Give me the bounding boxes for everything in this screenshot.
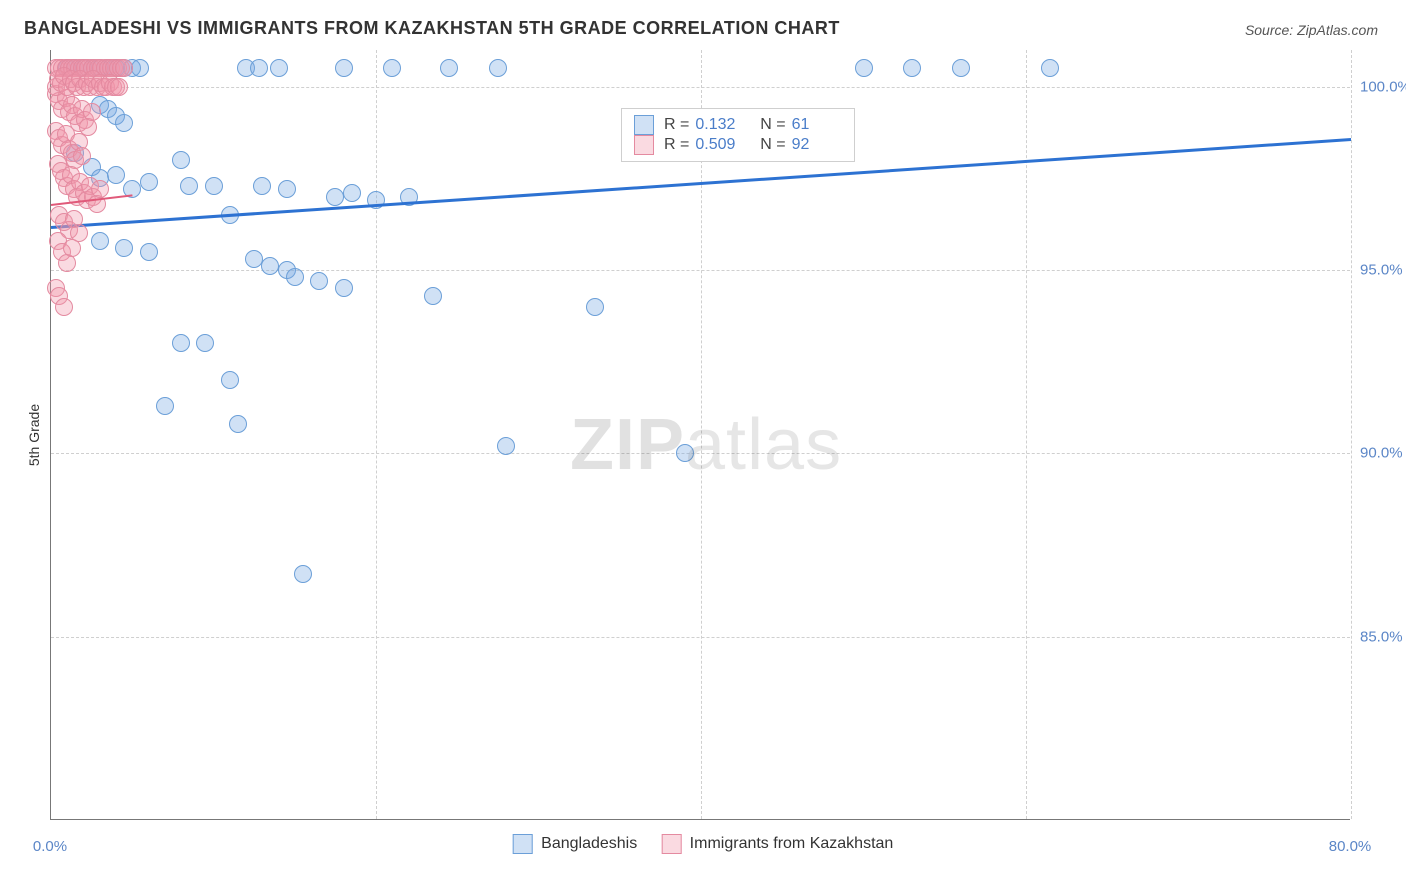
scatter-point-kazakhstan (83, 103, 101, 121)
legend-stats-row: R = 0.132 N = 61 (634, 115, 842, 135)
scatter-point-bangladeshis (489, 59, 507, 77)
scatter-point-bangladeshis (343, 184, 361, 202)
y-tick-label: 95.0% (1360, 262, 1403, 279)
stat-n-label: N = (751, 136, 785, 154)
stat-r-value: 0.132 (695, 116, 745, 134)
y-axis-label: 5th Grade (26, 404, 42, 466)
stat-r-value: 0.509 (695, 136, 745, 154)
scatter-point-bangladeshis (586, 298, 604, 316)
scatter-point-bangladeshis (250, 59, 268, 77)
scatter-point-bangladeshis (180, 177, 198, 195)
legend-stats-box: R = 0.132 N = 61R = 0.509 N = 92 (621, 108, 855, 162)
scatter-point-bangladeshis (440, 59, 458, 77)
legend-swatch (634, 115, 654, 135)
scatter-point-bangladeshis (196, 334, 214, 352)
scatter-point-kazakhstan (63, 239, 81, 257)
stat-n-value: 61 (792, 116, 842, 134)
scatter-point-bangladeshis (229, 415, 247, 433)
scatter-point-kazakhstan (55, 298, 73, 316)
scatter-point-bangladeshis (335, 279, 353, 297)
footer-legend-item: Immigrants from Kazakhstan (661, 834, 893, 854)
x-tick-label: 0.0% (33, 838, 67, 855)
scatter-point-bangladeshis (115, 239, 133, 257)
scatter-point-bangladeshis (140, 173, 158, 191)
footer-legend: Bangladeshis Immigrants from Kazakhstan (513, 834, 894, 854)
legend-swatch (513, 834, 533, 854)
chart-title: BANGLADESHI VS IMMIGRANTS FROM KAZAKHSTA… (24, 18, 840, 39)
scatter-point-bangladeshis (107, 166, 125, 184)
gridline-vertical (1351, 50, 1352, 819)
gridline-vertical (1026, 50, 1027, 819)
source-label: Source: ZipAtlas.com (1245, 22, 1378, 38)
plot-area: R = 0.132 N = 61R = 0.509 N = 92 (50, 50, 1350, 820)
scatter-point-bangladeshis (294, 565, 312, 583)
scatter-point-bangladeshis (676, 444, 694, 462)
scatter-point-bangladeshis (326, 188, 344, 206)
scatter-point-bangladeshis (261, 257, 279, 275)
scatter-point-bangladeshis (855, 59, 873, 77)
scatter-point-bangladeshis (253, 177, 271, 195)
scatter-point-bangladeshis (131, 59, 149, 77)
scatter-point-bangladeshis (286, 268, 304, 286)
scatter-point-bangladeshis (383, 59, 401, 77)
legend-swatch (634, 135, 654, 155)
scatter-point-bangladeshis (270, 59, 288, 77)
chart-root: BANGLADESHI VS IMMIGRANTS FROM KAZAKHSTA… (0, 0, 1406, 892)
scatter-point-bangladeshis (172, 334, 190, 352)
scatter-point-bangladeshis (172, 151, 190, 169)
footer-legend-label: Immigrants from Kazakhstan (690, 835, 894, 852)
y-tick-label: 90.0% (1360, 445, 1403, 462)
scatter-point-kazakhstan (110, 78, 128, 96)
scatter-point-bangladeshis (1041, 59, 1059, 77)
scatter-point-bangladeshis (91, 232, 109, 250)
gridline-vertical (701, 50, 702, 819)
y-tick-label: 100.0% (1360, 78, 1406, 95)
scatter-point-bangladeshis (424, 287, 442, 305)
scatter-point-bangladeshis (952, 59, 970, 77)
legend-stats-row: R = 0.509 N = 92 (634, 135, 842, 155)
stat-n-value: 92 (792, 136, 842, 154)
scatter-point-bangladeshis (140, 243, 158, 261)
stat-r-label: R = (664, 116, 689, 134)
scatter-point-bangladeshis (115, 114, 133, 132)
scatter-point-bangladeshis (221, 371, 239, 389)
scatter-point-bangladeshis (205, 177, 223, 195)
gridline-vertical (376, 50, 377, 819)
scatter-point-kazakhstan (115, 59, 133, 77)
scatter-point-kazakhstan (73, 147, 91, 165)
stat-n-label: N = (751, 116, 785, 134)
stat-r-label: R = (664, 136, 689, 154)
footer-legend-item: Bangladeshis (513, 834, 638, 854)
scatter-point-bangladeshis (903, 59, 921, 77)
scatter-point-bangladeshis (156, 397, 174, 415)
scatter-point-bangladeshis (335, 59, 353, 77)
scatter-point-bangladeshis (310, 272, 328, 290)
legend-swatch (661, 834, 681, 854)
scatter-point-bangladeshis (497, 437, 515, 455)
scatter-point-kazakhstan (91, 180, 109, 198)
x-tick-label: 80.0% (1329, 838, 1372, 855)
footer-legend-label: Bangladeshis (541, 835, 637, 852)
scatter-point-bangladeshis (278, 180, 296, 198)
y-tick-label: 85.0% (1360, 628, 1403, 645)
